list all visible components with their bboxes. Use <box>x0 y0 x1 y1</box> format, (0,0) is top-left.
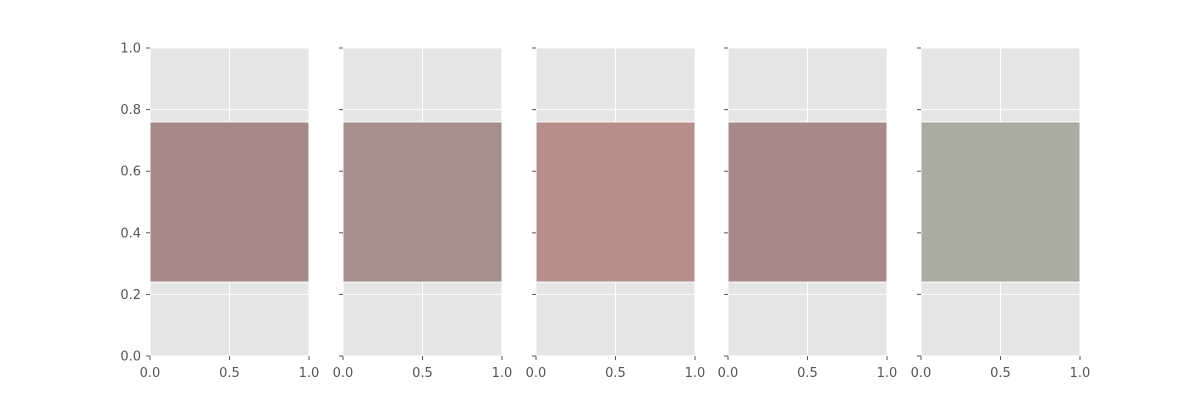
y-tick-label: 0.0 <box>120 350 141 365</box>
panel-5: 0.0 0.5 1.0 <box>911 47 1091 381</box>
panel-4: 0.0 0.5 1.0 <box>718 47 898 381</box>
x-tick-label: 0.5 <box>412 366 433 381</box>
panel-2: 0.0 0.5 1.0 <box>333 47 513 381</box>
y-tick-label: 0.8 <box>120 103 141 118</box>
filled-band <box>727 121 888 283</box>
x-tick-label: 0.0 <box>718 366 739 381</box>
filled-band <box>342 121 503 283</box>
panel-1: 0.0 0.5 1.0 0.0 0.2 0.4 0.6 0.8 1.0 <box>120 42 319 382</box>
y-tick-label: 0.4 <box>120 226 141 241</box>
y-tick-label: 1.0 <box>120 42 141 57</box>
x-tick-label: 0.5 <box>990 366 1011 381</box>
x-tick-label: 0.5 <box>605 366 626 381</box>
x-tick-label: 1.0 <box>685 366 706 381</box>
x-tick-label: 0.5 <box>219 366 240 381</box>
x-tick-label: 1.0 <box>877 366 898 381</box>
y-tick-label: 0.6 <box>120 165 141 180</box>
x-tick-label: 0.5 <box>797 366 818 381</box>
y-tick-label: 0.2 <box>120 288 141 303</box>
x-tick-label: 1.0 <box>299 366 320 381</box>
filled-band <box>920 121 1081 283</box>
panel-3: 0.0 0.5 1.0 <box>526 47 706 381</box>
x-tick-label: 0.0 <box>333 366 354 381</box>
x-tick-label: 1.0 <box>1070 366 1091 381</box>
x-tick-label: 0.0 <box>526 366 547 381</box>
x-tick-label: 1.0 <box>492 366 513 381</box>
x-tick-label: 0.0 <box>140 366 161 381</box>
x-tick-label: 0.0 <box>911 366 932 381</box>
filled-band <box>149 121 310 283</box>
filled-band <box>535 121 696 283</box>
